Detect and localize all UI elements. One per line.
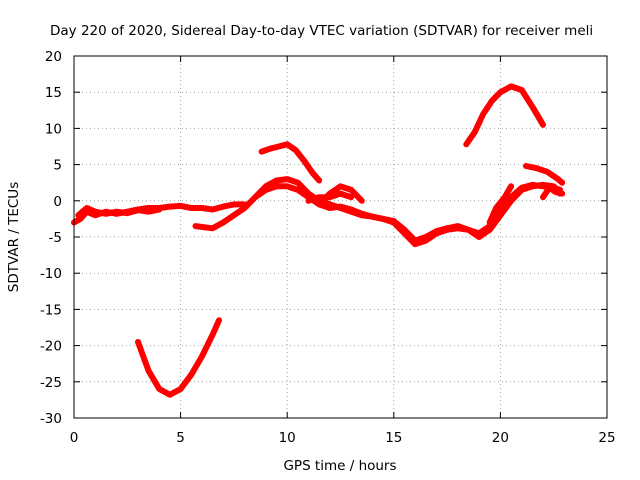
y-tick-label: 20 [45,49,62,65]
y-tick-label: -5 [49,230,62,246]
y-tick-label: -15 [40,302,62,318]
chart-title: Day 220 of 2020, Sidereal Day-to-day VTE… [50,23,593,39]
y-tick-labels: -30 -25 -20 -15 -10 -5 0 5 10 15 20 [40,49,62,427]
x-axis-label: GPS time / hours [283,458,396,474]
y-tick-label: 0 [53,194,62,210]
plot-frame [73,55,608,419]
y-tick-label: -10 [40,266,62,282]
axis-ticks [73,55,608,419]
x-tick-label: 0 [70,430,79,446]
y-tick-label: -30 [40,411,62,427]
x-tick-label: 20 [492,430,509,446]
data-series [71,83,566,398]
y-tick-label: 10 [45,121,62,137]
x-tick-label: 15 [385,430,402,446]
series-line-arc-11 [523,163,566,186]
y-axis-label: SDTVAR / TECUs [6,182,22,292]
series-line-arc-10 [486,183,515,226]
series-line-arc-8 [258,141,323,184]
series-line-arc-5 [252,181,564,244]
y-tick-label: 15 [45,85,62,101]
x-tick-label: 10 [279,430,296,446]
y-tick-label: 5 [53,158,62,174]
x-tick-label: 5 [176,430,185,446]
x-tick-labels: 0 5 10 15 20 25 [70,430,616,446]
series-line-arc-3 [135,317,222,398]
series-line-arc-9 [463,83,546,148]
x-tick-label: 25 [598,430,615,446]
y-tick-label: -20 [40,339,62,355]
series-line-arc-2 [75,205,163,219]
series-line-arc-7 [316,183,365,208]
y-tick-label: -25 [40,375,62,391]
grid-lines [74,56,607,418]
series-line-arc-12 [540,184,566,201]
